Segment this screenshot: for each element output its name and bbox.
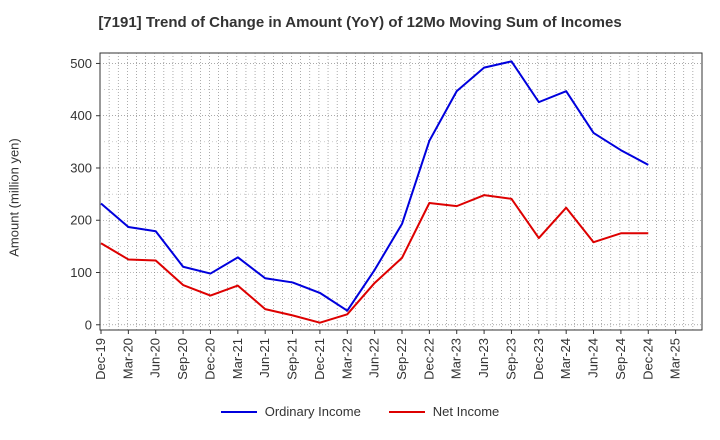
x-tick-label: Dec-23 xyxy=(531,338,546,380)
y-tick-label: 100 xyxy=(70,265,92,280)
x-tick-label: Jun-21 xyxy=(257,338,272,378)
x-tick-label: Sep-23 xyxy=(503,338,518,380)
x-tick-label: Jun-20 xyxy=(148,338,163,378)
legend-item-net-income: Net Income xyxy=(388,404,500,419)
x-tick-label: Dec-24 xyxy=(640,338,655,380)
x-tick-label: Jun-24 xyxy=(586,338,601,378)
y-tick-label: 300 xyxy=(70,160,92,175)
legend-swatch-net-income xyxy=(388,410,425,413)
legend: Ordinary Income Net Income xyxy=(0,404,720,419)
y-tick-label: 200 xyxy=(70,213,92,228)
x-tick-label: Sep-22 xyxy=(394,338,409,380)
y-tick-label: 500 xyxy=(70,56,92,71)
y-tick-label: 0 xyxy=(85,317,92,332)
x-tick-label: Jun-22 xyxy=(367,338,382,378)
x-tick-label: Dec-19 xyxy=(93,338,108,380)
x-tick-label: Dec-20 xyxy=(202,338,217,380)
x-tick-label: Mar-21 xyxy=(230,338,245,379)
chart-title: [7191] Trend of Change in Amount (YoY) o… xyxy=(98,14,622,31)
x-tick-label: Dec-21 xyxy=(312,338,327,380)
legend-item-ordinary-income: Ordinary Income xyxy=(220,404,361,419)
x-tick-label: Mar-22 xyxy=(339,338,354,379)
x-tick-label: Mar-20 xyxy=(120,338,135,379)
x-tick-label: Sep-24 xyxy=(613,338,628,380)
legend-swatch-ordinary-income xyxy=(220,410,257,413)
y-tick-label: 400 xyxy=(70,108,92,123)
legend-label-ordinary-income: Ordinary Income xyxy=(264,404,361,419)
x-tick-label: Mar-24 xyxy=(558,338,573,379)
x-tick-label: Mar-25 xyxy=(668,338,683,379)
x-tick-label: Mar-23 xyxy=(449,338,464,379)
x-tick-label: Dec-22 xyxy=(421,338,436,380)
x-tick-label: Jun-23 xyxy=(476,338,491,378)
x-tick-label: Sep-20 xyxy=(175,338,190,380)
x-tick-label: Sep-21 xyxy=(285,338,300,380)
legend-label-net-income: Net Income xyxy=(432,404,500,419)
